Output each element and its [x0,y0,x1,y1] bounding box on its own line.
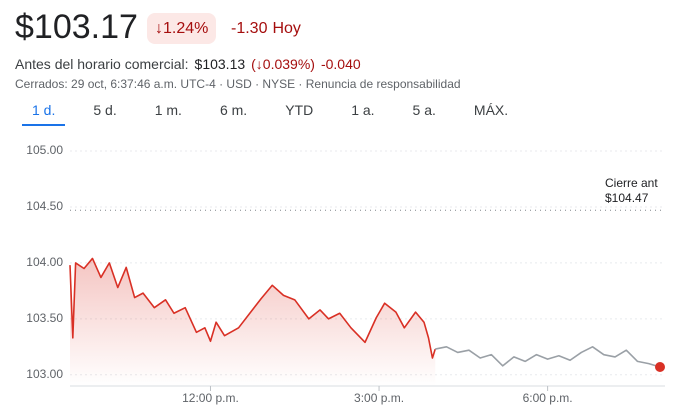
y-tick-label: 104.00 [26,255,63,269]
range-tab[interactable]: 5 a. [412,102,436,118]
range-tab[interactable]: 5 d. [93,102,117,118]
last-point [655,361,665,372]
change-period: Hoy [272,20,301,37]
change-line: -1.30 Hoy [231,20,306,38]
range-tab[interactable]: 1 a. [351,102,375,118]
y-tick-label: 104.50 [26,199,63,213]
y-tick-label: 103.00 [26,367,63,381]
y-tick-label: 105.00 [26,143,63,157]
premarket: Antes del horario comercial: $103.13 (↓0.0… [15,56,367,72]
range-tab[interactable]: MÁX. [473,102,509,118]
price-line [435,346,661,368]
premarket-price: $103.13 [194,56,246,72]
price: $103.17 [15,8,138,46]
y-tick-label: 103.50 [26,311,63,325]
premarket-pct: (↓0.039%) [251,56,315,72]
premarket-label: Antes del horario comercial: [15,56,189,72]
change-pill: ↓1.24% [147,13,217,44]
price-line [69,257,437,359]
premarket-change: -0.040 [320,56,361,72]
range-tab[interactable]: 6 m. [219,102,248,118]
reference-label: Cierre ant [605,176,658,190]
range-tabs: 1 d. 5 d. 1 m. 6 m. YTD 1 a. 5 a. MÁX. [22,102,536,126]
x-tick-label: 6:00 p.m. [523,391,573,405]
x-tick-label: 12:00 p.m. [182,391,239,405]
x-tick-label: 3:00 p.m. [354,391,404,405]
change: -1.30 [231,20,268,37]
range-tab[interactable]: 1 d. [22,102,66,126]
range-tab[interactable]: YTD [285,102,314,118]
reference-value: $104.47 [605,191,649,205]
status: Cerrados: 29 oct, 6:37:46 a.m. UTC-4 · U… [15,77,461,91]
range-tab[interactable]: 1 m. [154,102,182,118]
area [70,258,436,386]
